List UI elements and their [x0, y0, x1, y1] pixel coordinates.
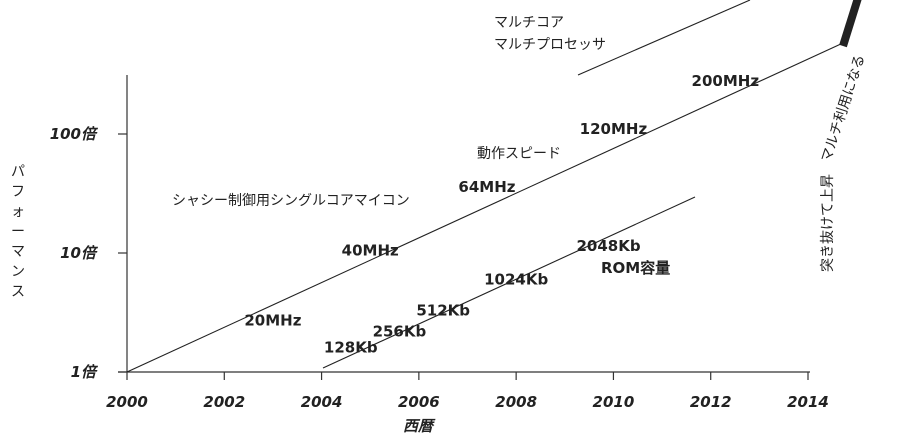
y-axis-title-char: パ — [11, 164, 25, 180]
y-tick-label: 100倍 — [50, 125, 99, 143]
y-axis-title-char: ー — [11, 224, 25, 240]
trend-line-speed — [126, 42, 844, 373]
y-axis-title-char: マ — [11, 244, 25, 260]
y-tick-label: 1倍 — [71, 363, 99, 381]
y-axis-title-char: フ — [11, 184, 25, 200]
x-axis-title: 西暦 — [403, 417, 436, 435]
data-point-label: 128Kb — [324, 339, 378, 357]
trend-line-rom — [322, 196, 696, 369]
data-point-label: 256Kb — [373, 322, 427, 340]
data-point-label: 40MHz — [342, 241, 399, 259]
data-point-label: 64MHz — [458, 178, 515, 196]
x-tick-label: 2006 — [398, 393, 440, 411]
y-axis-title-char: ン — [11, 264, 25, 280]
x-tick-label: 2010 — [593, 393, 635, 411]
trend-line-multicore — [577, 0, 751, 76]
data-point-label: 1024Kb — [484, 270, 548, 288]
x-tick-label: 2014 — [787, 393, 829, 411]
y-tick-label: 10倍 — [60, 244, 99, 262]
breakthrough-bar — [839, 0, 862, 48]
x-ticks: 2000 2002 2004 2006 2008 2010 2012 2014 — [106, 372, 829, 411]
data-point-label: 200MHz — [692, 72, 760, 90]
y-axis-title-char: ォ — [11, 204, 25, 220]
x-tick-label: 2000 — [106, 393, 148, 411]
x-tick-label: 2002 — [203, 393, 245, 411]
multicore-label-2: マルチプロセッサ — [494, 37, 606, 53]
single-core-label: シャシー制御用シングルコアマイコン — [172, 193, 410, 209]
multicore-label-1: マルチコア — [494, 15, 564, 31]
x-tick-label: 2012 — [690, 393, 732, 411]
speed-label: 動作スピード — [477, 146, 561, 162]
breakthrough-label: 突き抜けて上昇 — [820, 174, 836, 272]
data-point-label: 120MHz — [580, 120, 648, 138]
y-ticks: 1倍 10倍 100倍 — [50, 125, 127, 381]
x-tick-label: 2008 — [495, 393, 537, 411]
data-point-label: 512Kb — [416, 301, 470, 319]
data-point-label: 20MHz — [244, 312, 301, 330]
rom-label: ROM容量 — [601, 259, 670, 277]
multi-use-label: マルチ利用になる — [819, 53, 869, 164]
y-axis-title-char: ス — [11, 284, 25, 300]
data-point-label: 2048Kb — [577, 237, 641, 255]
x-tick-label: 2004 — [301, 393, 343, 411]
